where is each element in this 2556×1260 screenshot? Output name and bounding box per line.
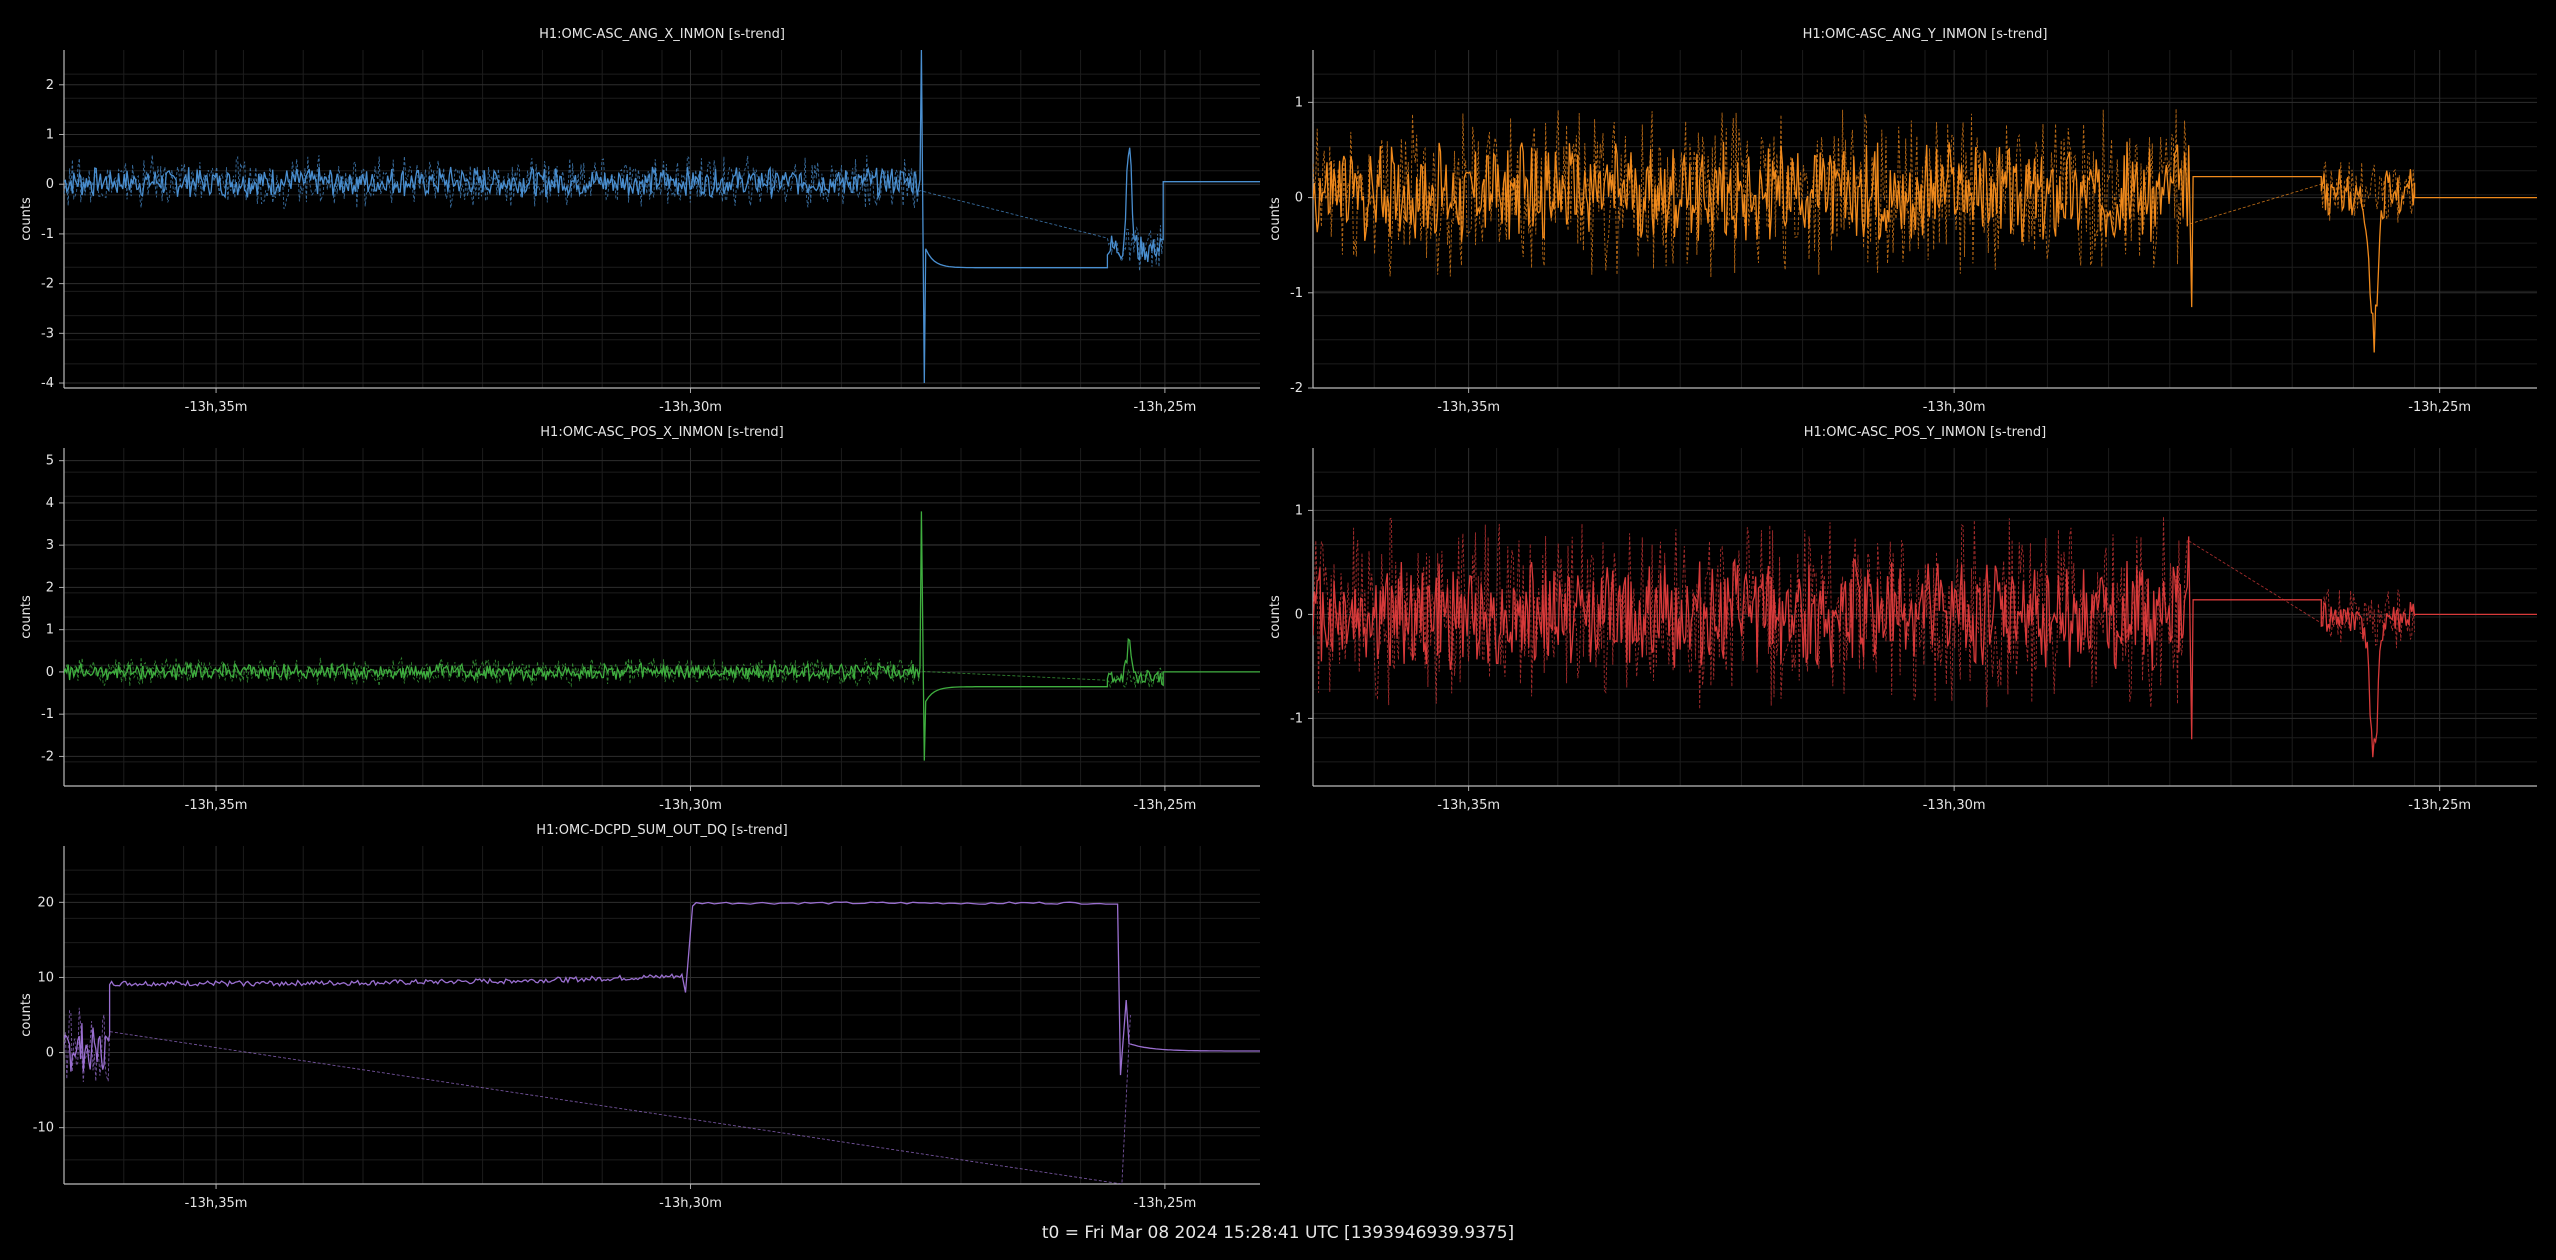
- y-tick-label: -1: [1290, 286, 1303, 301]
- y-axis-label: counts: [19, 993, 34, 1037]
- x-tick-label: -13h,25m: [1133, 1196, 1196, 1211]
- chart-panel-1: -13h,35m -13h,30m -13h,25m 2 1 0 -1 -2 -3 -4 H1:OM…: [19, 27, 1260, 415]
- y-tick-label: 0: [46, 177, 54, 192]
- x-tick-label: -13h,30m: [659, 400, 722, 415]
- x-tick-label: -13h,30m: [1923, 400, 1986, 415]
- t0-footer-label: t0 = Fri Mar 08 2024 15:28:41 UTC [13939…: [1041, 1223, 1515, 1243]
- y-tick-label: 1: [1295, 95, 1303, 110]
- chart-panel-2: -13h,35m -13h,30m -13h,25m 1 0 -1 -2 H1:OMC-ASC…: [1268, 27, 2537, 415]
- x-tick-label: -13h,25m: [1133, 798, 1196, 813]
- x-tick-label: -13h,25m: [2408, 798, 2471, 813]
- y-tick-label: 0: [46, 1046, 54, 1061]
- x-tick-label: -13h,35m: [1437, 400, 1500, 415]
- y-tick-label: 1: [1295, 503, 1303, 518]
- y-tick-label: -1: [41, 227, 54, 242]
- chart-panel-4: -13h,35m -13h,30m -13h,25m 1 0 -1 H1:OMC-ASC_P…: [1268, 425, 2537, 813]
- y-axis-label: counts: [19, 595, 34, 639]
- x-tick-label: -13h,25m: [1133, 400, 1196, 415]
- chart-title: H1:OMC-DCPD_SUM_OUT_DQ [s-trend]: [536, 823, 787, 838]
- x-tick-label: -13h,35m: [185, 1196, 248, 1211]
- y-tick-label: 1: [46, 128, 54, 143]
- y-tick-label: 3: [46, 538, 54, 553]
- y-tick-label: -10: [33, 1121, 54, 1136]
- series-line-mean: [1313, 536, 2537, 758]
- x-tick-label: -13h,30m: [659, 1196, 722, 1211]
- x-tick-label: -13h,35m: [1437, 798, 1500, 813]
- y-tick-label: 0: [46, 665, 54, 680]
- y-tick-label: 5: [46, 454, 54, 469]
- x-tick-label: -13h,35m: [185, 798, 248, 813]
- y-tick-label: 0: [1295, 191, 1303, 206]
- y-axis-label: counts: [1268, 595, 1283, 639]
- series-line-range: [64, 1007, 1131, 1184]
- series-line-mean: [1313, 141, 2537, 353]
- y-tick-label: 0: [1295, 607, 1303, 622]
- y-axis-label: counts: [1268, 197, 1283, 241]
- chart-panel-3: -13h,35m -13h,30m -13h,25m 5 4 3 2 1 0 -1 -2 H1:OMC…: [19, 425, 1260, 813]
- y-tick-label: -4: [41, 376, 54, 391]
- y-tick-label: -1: [1290, 711, 1303, 726]
- y-tick-label: 4: [46, 496, 54, 511]
- x-tick-label: -13h,30m: [659, 798, 722, 813]
- y-tick-label: 2: [46, 580, 54, 595]
- series-line-mean: [64, 511, 1260, 761]
- chart-title: H1:OMC-ASC_POS_Y_INMON [s-trend]: [1804, 425, 2046, 440]
- chart-title: H1:OMC-ASC_POS_X_INMON [s-trend]: [540, 425, 783, 440]
- y-tick-label: 10: [37, 970, 54, 985]
- chart-panel-5: -13h,35m -13h,30m -13h,25m 20 10 0 -10 H1:OMC-D…: [19, 823, 1260, 1211]
- y-tick-label: 2: [46, 78, 54, 93]
- y-tick-label: 1: [46, 623, 54, 638]
- y-tick-label: -2: [41, 749, 54, 764]
- series-line-range: [64, 154, 1164, 271]
- series-line-range: [1313, 516, 2416, 710]
- y-tick-label: -2: [41, 277, 54, 292]
- chart-title: H1:OMC-ASC_ANG_X_INMON [s-trend]: [539, 27, 785, 42]
- x-tick-label: -13h,30m: [1923, 798, 1986, 813]
- y-tick-label: -1: [41, 707, 54, 722]
- series-line-mean: [64, 50, 1260, 384]
- x-tick-label: -13h,25m: [2408, 400, 2471, 415]
- series-line-mean: [64, 901, 1260, 1076]
- y-tick-label: 20: [37, 895, 54, 910]
- x-tick-label: -13h,35m: [185, 400, 248, 415]
- series-line-range: [64, 656, 1164, 689]
- y-tick-label: -3: [41, 326, 54, 341]
- chart-title: H1:OMC-ASC_ANG_Y_INMON [s-trend]: [1803, 27, 2048, 42]
- y-tick-label: -2: [1290, 381, 1303, 396]
- series-line-range: [1313, 108, 2416, 278]
- y-axis-label: counts: [19, 197, 34, 241]
